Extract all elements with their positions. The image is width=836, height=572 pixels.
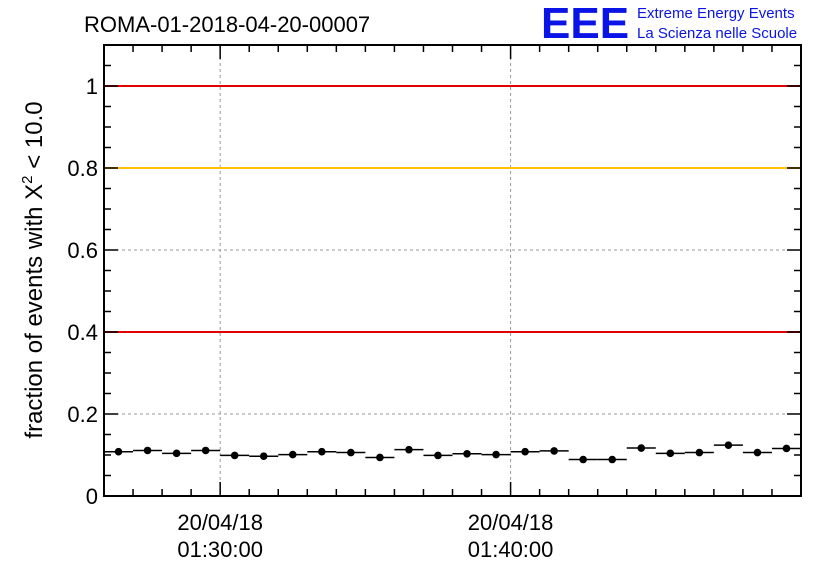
y-tick-label: 0.6 <box>67 238 98 263</box>
data-point <box>376 453 384 462</box>
data-point <box>695 448 704 457</box>
data-point <box>347 448 355 457</box>
data-point <box>492 450 500 459</box>
y-tick-label: 0.2 <box>67 402 98 427</box>
logo-line-2: La Scienza nelle Scuole <box>637 25 797 42</box>
data-point <box>724 441 733 449</box>
logo-line-1: Extreme Energy Events <box>637 5 795 22</box>
eee-logo: EEE Extreme Energy Events La Scienza nel… <box>541 0 797 48</box>
data-point <box>114 447 123 456</box>
data-point <box>143 446 152 455</box>
x-tick-time-label: 01:30:00 <box>177 537 263 562</box>
reference-lines <box>104 85 801 333</box>
y-axis-label-symbol: X <box>21 184 48 200</box>
plot-frame <box>103 44 802 497</box>
data-point <box>318 447 326 456</box>
y-axis-label-sup: 2 <box>19 175 36 183</box>
ticks-layer <box>103 44 802 497</box>
y-tick-label: 0 <box>86 484 98 509</box>
x-tick-date-label: 20/04/18 <box>177 510 263 535</box>
y-axis-label-prefix: fraction of events with <box>21 200 48 439</box>
data-point <box>259 452 268 461</box>
data-point <box>434 451 442 460</box>
logo-letters: EEE <box>541 0 629 48</box>
data-layer <box>104 441 801 464</box>
y-tick-labels: 0 0.2 0.4 0.6 0.8 1 <box>67 74 98 509</box>
x-tick-date-label: 20/04/18 <box>468 510 554 535</box>
data-point <box>666 449 675 458</box>
x-tick-time-label: 01:40:00 <box>468 537 554 562</box>
data-point <box>463 449 471 458</box>
data-point <box>782 444 791 453</box>
y-tick-label: 0.4 <box>67 320 98 345</box>
data-point <box>608 455 617 464</box>
data-point <box>405 445 413 454</box>
y-tick-label: 0.8 <box>67 156 98 181</box>
data-point <box>579 455 587 464</box>
chart-title: ROMA-01-2018-04-20-00007 <box>84 12 370 37</box>
grid-layer <box>104 45 801 496</box>
data-point <box>230 451 239 460</box>
data-point <box>753 448 762 457</box>
data-point <box>201 446 210 455</box>
y-tick-label: 1 <box>86 74 98 99</box>
data-point <box>550 447 558 455</box>
data-point <box>521 447 529 456</box>
data-point <box>172 449 181 458</box>
data-point <box>637 444 646 452</box>
y-axis-label: fraction of events with X2 < 10.0 <box>19 101 48 438</box>
y-axis-label-suffix: < 10.0 <box>21 101 48 175</box>
data-point <box>288 450 297 459</box>
